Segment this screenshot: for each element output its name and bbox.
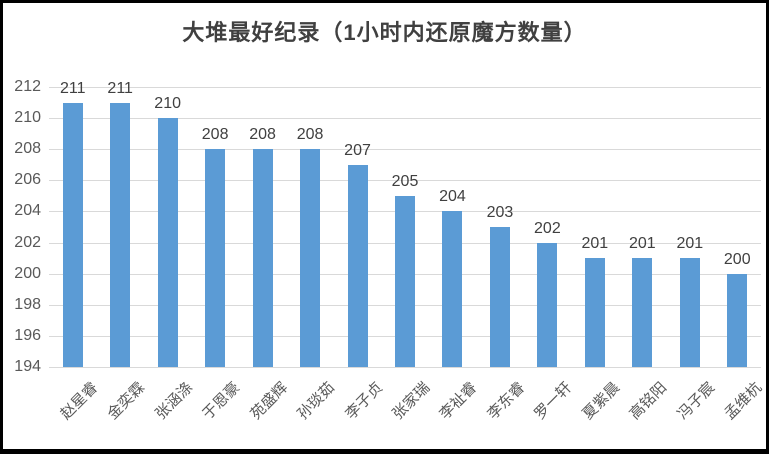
data-label: 201 — [581, 235, 609, 253]
y-axis-tick-label: 198 — [14, 295, 41, 313]
bar-赵星睿 — [62, 102, 83, 367]
y-axis-tick-label: 210 — [14, 109, 41, 127]
x-axis-category-label: 金奕霖 — [104, 379, 149, 423]
bar-于恩豪 — [205, 149, 226, 367]
bar-孙琰茹 — [300, 149, 321, 367]
gridline — [49, 118, 761, 120]
x-axis-category-label: 孟维杭 — [721, 379, 766, 423]
bar-孟维杭 — [727, 273, 748, 367]
y-axis-tick-label: 204 — [14, 202, 41, 220]
bar-高铭阳 — [632, 258, 653, 367]
data-label: 208 — [296, 126, 324, 144]
x-axis-category-label: 张涵涤 — [151, 379, 196, 423]
x-axis-category-label: 夏紫晨 — [579, 379, 624, 423]
bar-李子贞 — [347, 164, 368, 367]
y-axis-tick-label: 202 — [14, 233, 41, 251]
bar-冯子宸 — [679, 258, 700, 367]
data-label: 211 — [107, 79, 133, 97]
x-axis-category-label: 于恩豪 — [199, 379, 244, 423]
data-label: 200 — [723, 250, 751, 268]
x-axis-category-label: 罗一轩 — [531, 379, 576, 423]
y-axis-tick-label: 196 — [14, 326, 41, 344]
y-axis-tick-label: 212 — [14, 78, 41, 95]
y-axis-tick-label: 206 — [14, 171, 41, 189]
data-label: 207 — [344, 141, 371, 159]
y-axis-tick-label: 208 — [14, 140, 41, 158]
x-axis-category-label: 李东睿 — [484, 379, 529, 423]
x-axis-category-label: 张家瑞 — [389, 379, 434, 423]
x-axis-category-label: 苑盛辉 — [246, 379, 291, 423]
plot-area: 194 196 198 200 202 204 206 208 210 212 211 赵星睿 211 金… — [14, 79, 765, 423]
data-label: 202 — [534, 219, 561, 237]
x-axis-category-label: 孙琰茹 — [294, 379, 339, 423]
gridline — [49, 149, 761, 151]
data-label: 203 — [486, 204, 514, 221]
gridline — [49, 367, 761, 368]
bar-李东睿 — [489, 227, 510, 367]
x-axis-category-label: 冯子宸 — [674, 379, 718, 423]
data-label: 201 — [676, 235, 704, 253]
data-label: 208 — [249, 126, 276, 144]
chart-title: 大堆最好纪录（1小时内还原魔方数量） — [182, 20, 587, 45]
bar-罗一轩 — [537, 242, 558, 367]
bar-李祉睿 — [442, 211, 463, 367]
bar-夏紫晨 — [584, 258, 605, 367]
data-label: 205 — [391, 172, 419, 190]
bar-张涵涤 — [157, 118, 178, 367]
data-label: 211 — [59, 79, 86, 97]
bar-张家瑞 — [395, 195, 415, 367]
gridline — [49, 180, 761, 182]
data-label: 210 — [154, 95, 181, 113]
y-axis-tick-label: 200 — [14, 264, 41, 282]
x-axis-category-label: 高铭阳 — [626, 379, 671, 423]
data-label: 208 — [201, 126, 229, 144]
x-axis-category-label: 赵星睿 — [57, 379, 101, 423]
x-axis-category-label: 李子贞 — [341, 379, 386, 423]
data-label: 201 — [628, 235, 656, 253]
y-axis-tick-label: 194 — [14, 358, 41, 375]
bar-金奕霖 — [110, 102, 131, 367]
data-label: 204 — [439, 188, 466, 206]
bar-苑盛辉 — [252, 149, 273, 367]
x-axis-category-label: 李祉睿 — [436, 379, 481, 423]
gridline — [49, 87, 761, 88]
